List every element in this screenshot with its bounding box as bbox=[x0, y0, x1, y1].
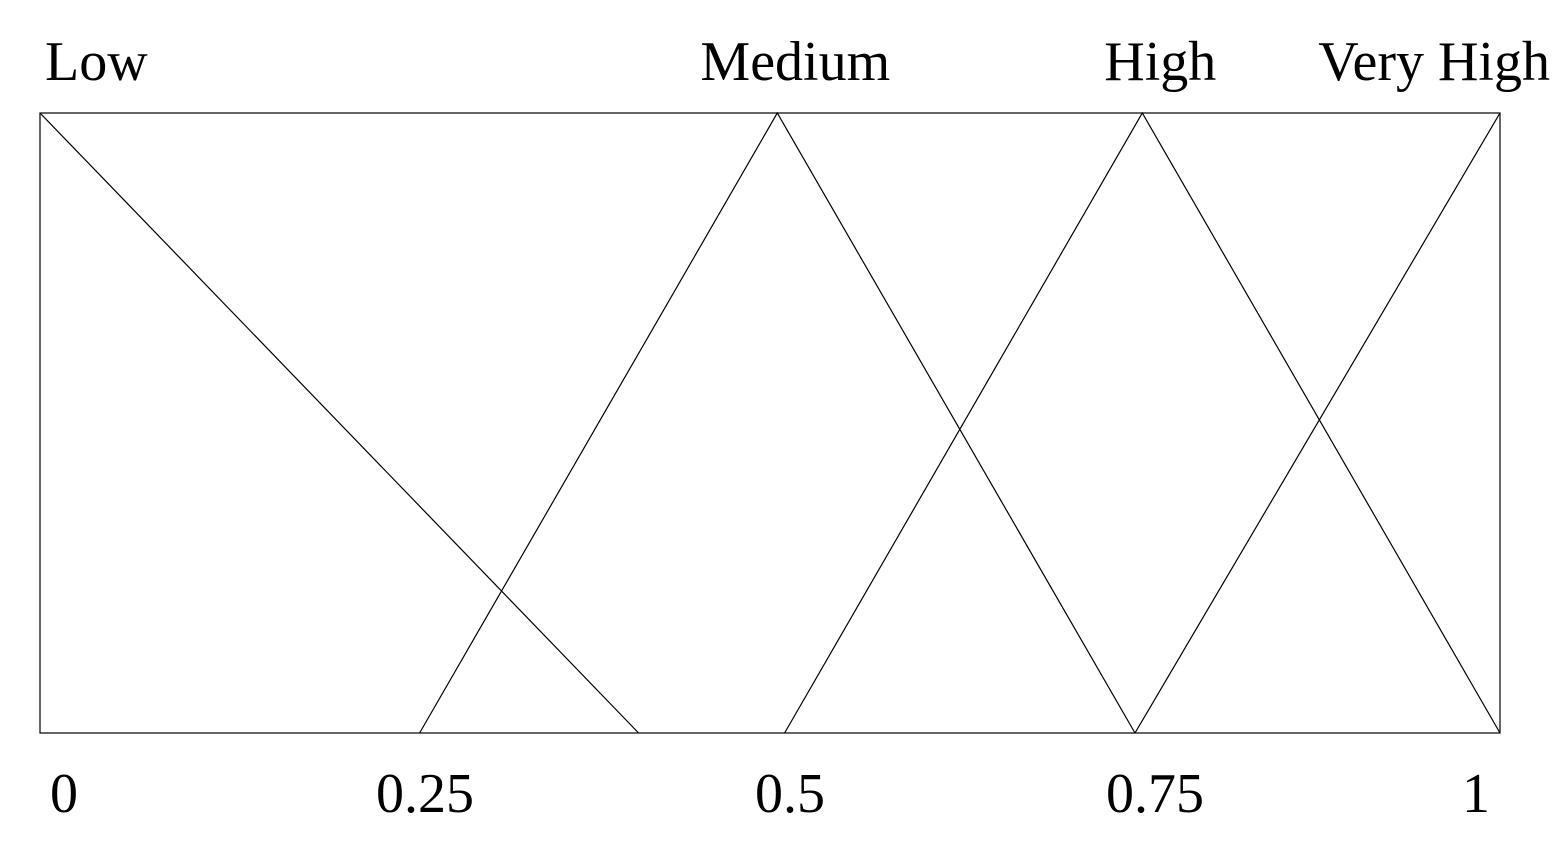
x-tick-label: 0.25 bbox=[376, 763, 474, 825]
membership-line bbox=[39, 112, 640, 734]
legend-label: Medium bbox=[700, 31, 890, 93]
membership-line bbox=[1134, 112, 1501, 734]
membership-line bbox=[784, 111, 1501, 734]
legend-label: Very High bbox=[1318, 31, 1550, 93]
x-tick-label: 0 bbox=[50, 763, 78, 825]
legend-label: High bbox=[1104, 31, 1216, 93]
x-tick-label: 0.5 bbox=[755, 763, 825, 825]
x-tick-label: 0.75 bbox=[1106, 763, 1204, 825]
legend-label: Low bbox=[45, 31, 148, 93]
membership-line bbox=[419, 111, 1136, 734]
plot-frame bbox=[39, 112, 1501, 734]
x-tick-label: 1 bbox=[1462, 763, 1490, 825]
